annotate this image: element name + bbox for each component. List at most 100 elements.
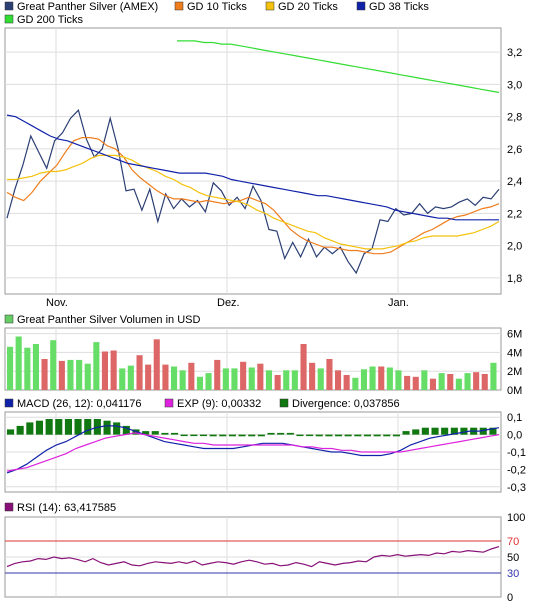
y-tick-label: 2,8 [507,112,522,124]
divergence-bar [190,434,198,437]
volume-bar [438,373,445,390]
divergence-bar [113,422,121,435]
legend-label-macd-26-12-0-041176: MACD (26, 12): 0,041176 [17,398,142,410]
volume-bar [369,366,376,390]
volume-bar [188,362,195,390]
series-line-gd-20-ticks [7,154,500,250]
divergence-bar [228,434,236,437]
volume-bar [481,374,488,390]
divergence-bar [412,429,420,435]
y-tick-label: 3,2 [507,47,522,59]
y-tick-label: 1,8 [507,273,522,285]
rsi-gridlines [5,517,501,597]
divergence-bar [257,434,265,437]
series-line-exp [6,432,500,472]
price-gridlines [5,28,501,294]
divergence-bar [325,434,333,437]
x-tick-label: Jan. [388,297,409,309]
divergence-bar [373,434,381,437]
y-tick-label: -0,3 [507,482,526,494]
y-tick-label: 70 [507,536,519,548]
volume-bar [145,364,152,390]
divergence-bar [354,434,362,437]
y-tick-label: 50 [507,552,519,564]
volume-bar [378,366,385,390]
legend-label-volume: Great Panther Silver Volumen in USD [17,314,200,326]
volume-bar [50,340,57,390]
y-tick-label: 100 [507,512,525,524]
y-tick-label: 2,6 [507,144,522,156]
series-line-gd-38-ticks [6,114,499,221]
y-tick-label: 2,4 [507,176,522,188]
macd-legend: MACD (26, 12): 0,041176 EXP (9): 0,00332 D… [4,398,400,410]
volume-bar [214,359,221,390]
y-tick-label: 0 [507,592,513,604]
divergence-bar [122,425,130,435]
divergence-bar [267,432,275,435]
volume-bar [93,342,100,390]
volume-bar [386,367,393,390]
legend-label-gd-38-ticks: GD 38 Ticks [369,1,429,13]
legend-swatch-macd-26-12-0-041176 [4,398,14,408]
y-tick-label: 0M [507,385,522,397]
volume-bar [421,370,428,390]
divergence-bar [286,432,294,435]
volume-bar [257,363,264,390]
volume-bar [317,368,324,390]
y-tick-label: 0,1 [507,412,522,424]
volume-bar [248,367,255,390]
legend-label-gd-10-ticks: GD 10 Ticks [187,1,247,13]
legend-swatch-exp-9-0-00332 [164,398,174,408]
divergence-bar [35,420,43,435]
volume-bar [274,375,281,390]
volume-bar [153,339,160,390]
volume-bar [352,377,359,390]
divergence-bar [392,434,400,437]
divergence-bar [296,434,304,437]
volume-bar [196,376,203,390]
legend-label-gd-200-ticks: GD 200 Ticks [17,14,84,26]
divergence-bar [161,432,169,435]
volume-bar [291,370,298,390]
divergence-bar [344,434,352,437]
volume-bar [136,355,143,390]
volume-bar [464,373,471,390]
divergence-bar [383,434,391,437]
volume-bar [326,359,333,390]
legend-label-exp-9-0-00332: EXP (9): 0,00332 [177,398,261,410]
volume-bar [473,372,480,390]
volume-bar [240,361,247,390]
volume-bar [171,366,178,390]
divergence-bar [315,434,323,437]
divergence-bar [238,434,246,437]
volume-bar [412,376,419,390]
volume-bar [429,378,436,390]
divergence-bar [199,434,207,437]
volume-bar [32,344,39,390]
volume-bar [343,375,350,390]
volume-bar [119,368,126,390]
divergence-bar [55,419,63,435]
volume-bar [127,365,134,390]
divergence-bar [209,434,217,437]
divergence-bars [7,419,497,437]
divergence-bar [142,431,150,435]
legend-label-divergence-0-037856: Divergence: 0,037856 [292,398,400,410]
volume-bar [67,359,74,390]
divergence-bar [26,422,34,435]
volume-bar [335,370,342,390]
volume-bar [15,336,22,390]
y-tick-label: 2,2 [507,208,522,220]
volume-bar [222,368,229,390]
volume-bar [404,375,411,390]
divergence-bar [335,434,343,437]
volume-bar [24,347,31,390]
y-tick-label: -0,1 [507,447,526,459]
volume-bar [265,370,272,390]
divergence-bar [460,427,468,435]
legend-swatch-great-panther-silver-amex [4,1,14,11]
volume-bar [58,360,65,390]
divergence-bar [277,432,285,435]
divergence-bar [248,434,256,437]
volume-bar [455,378,462,390]
